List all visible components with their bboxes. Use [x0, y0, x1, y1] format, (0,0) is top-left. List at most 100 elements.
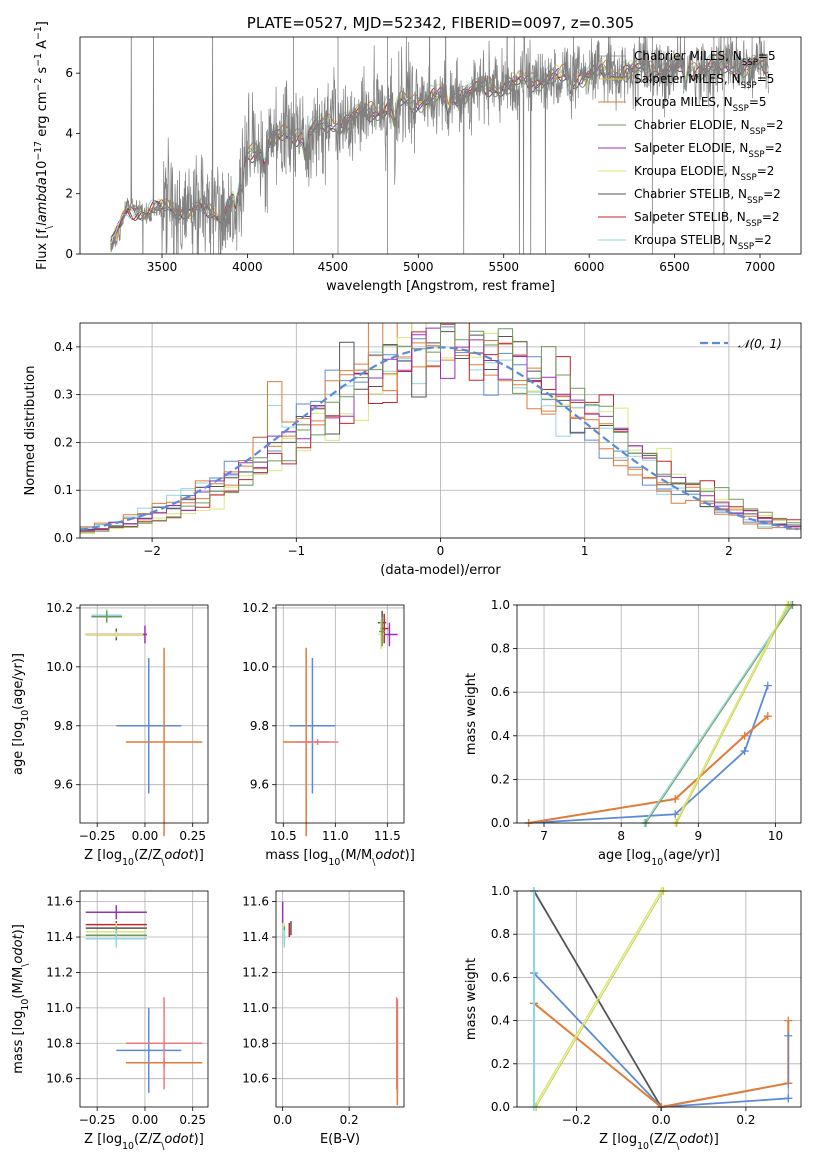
x-axis-label: Z [log10(Z/Z\odot)] — [84, 848, 204, 868]
y-tick-label: 9.6 — [250, 778, 269, 792]
y-axis-label-math: odot — [11, 933, 26, 963]
x-tick-label: −0.25 — [79, 829, 116, 843]
y-tick-label: 10.2 — [46, 601, 73, 615]
error-bar-point — [85, 631, 147, 638]
x-axis-label-math: odot — [375, 848, 405, 863]
y-tick-label: 9.8 — [54, 719, 73, 733]
x-tick-label: 0.0 — [652, 1113, 671, 1127]
y-axis-label-script: −17 — [33, 141, 44, 161]
y-tick-label: 0.2 — [54, 435, 73, 449]
x-axis-label-part: E(B-V) — [320, 1132, 360, 1147]
residual-histogram — [80, 323, 801, 534]
weight-marker — [763, 681, 772, 690]
x-tick-label: 6500 — [659, 260, 690, 274]
error-bar-point — [143, 625, 147, 644]
y-axis-label: mass weight — [464, 673, 479, 755]
weight-line — [643, 604, 792, 824]
legend-label: Kroupa STELIB, NSSP=2 — [634, 233, 772, 252]
legend-label-part: =5 — [749, 95, 767, 109]
legend-label-script: SSP — [746, 219, 762, 229]
y-tick-label: 11.6 — [242, 895, 269, 909]
error-bar-point — [116, 1007, 182, 1093]
legend-label: Chabrier STELIB, NSSP=2 — [634, 187, 781, 206]
legend-label: Chabrier ELODIE, NSSP=2 — [634, 118, 783, 137]
x-tick-label: 0.00 — [132, 1113, 159, 1127]
y-tick-label: 11.2 — [242, 965, 269, 979]
y-tick-label: 2 — [65, 187, 73, 201]
y-tick-label: 11.4 — [46, 930, 73, 944]
y-axis-label-part: 10 — [35, 161, 50, 178]
y-tick-label: 10.6 — [46, 1072, 73, 1086]
x-axis-label: Z [log10(Z/Z\odot)] — [599, 1132, 719, 1152]
y-tick-label: 4 — [65, 126, 73, 140]
axes-frame — [275, 604, 405, 824]
y-axis-label: mass weight — [464, 958, 479, 1040]
x-axis-label: Z [log10(Z/Z\odot)] — [84, 1132, 204, 1152]
x-tick-label: 5500 — [488, 260, 519, 274]
y-tick-label: 0.4 — [491, 729, 510, 743]
y-tick-label: 11.2 — [46, 965, 73, 979]
x-tick-label: 0 — [437, 544, 445, 558]
weight-line — [535, 890, 664, 1108]
x-tick-label: 3500 — [147, 260, 178, 274]
y-tick-label: 10.0 — [46, 660, 73, 674]
weight-line — [674, 604, 788, 824]
x-axis-label-script: 10 — [328, 857, 340, 868]
y-tick-label: 0.6 — [491, 970, 510, 984]
x-axis-label-part: wavelength [Angstrom, rest frame] — [326, 279, 555, 294]
axes-frame — [516, 890, 802, 1108]
weight-marker — [784, 1016, 793, 1025]
x-tick-label: 4000 — [232, 260, 263, 274]
error-bar-point — [377, 619, 385, 650]
y-tick-label: 0 — [65, 247, 73, 261]
weight-marker — [763, 712, 772, 721]
y-axis-label-script: 10 — [20, 999, 31, 1011]
y-axis-label-part: A — [35, 40, 50, 53]
y-axis-label: Flux [f\lambda10−17 erg cm−2 s−1 A−1] — [33, 21, 55, 270]
chart-title: PLATE=0527, MJD=52342, FIBERID=0097, z=0… — [247, 14, 634, 32]
legend-label-part: =2 — [765, 141, 783, 155]
y-tick-label: 10.2 — [242, 601, 269, 615]
y-tick-label: 10.8 — [46, 1036, 73, 1050]
y-tick-label: 11.6 — [46, 895, 73, 909]
axes-5: −0.25 0.00 0.25 10.6 10.8 11.0 11.2 11.4 11.6 Z [… — [11, 890, 209, 1152]
weight-line — [528, 715, 769, 824]
y-tick-label: 11.0 — [46, 1001, 73, 1015]
x-tick-label: 0.2 — [736, 1113, 755, 1127]
x-axis-label-part: (Z/Z — [649, 1132, 676, 1147]
error-bar-point — [289, 658, 336, 794]
legend-label-script: SSP — [738, 242, 754, 252]
axes-6: 0.0 0.2 10.6 10.8 11.0 11.2 11.4 11.6 E(B-V) — [242, 890, 405, 1147]
y-axis-label-part: mass [log — [11, 1011, 26, 1074]
weight-line — [528, 685, 769, 824]
y-tick-label: 0.1 — [54, 483, 73, 497]
x-tick-label: 7000 — [745, 260, 776, 274]
x-tick-label: 10.5 — [270, 829, 297, 843]
legend-label-part: =2 — [754, 233, 772, 247]
x-tick-label: −0.25 — [79, 1113, 116, 1127]
y-axis-label-script: −1 — [33, 53, 44, 67]
weight-marker — [740, 747, 749, 756]
legend-label-part: =2 — [766, 118, 784, 132]
y-tick-label: 9.8 — [250, 719, 269, 733]
x-tick-label: −1 — [287, 544, 305, 558]
x-axis-label: (data-model)/error — [380, 563, 501, 578]
x-axis-label-script: \ — [676, 1141, 680, 1152]
error-bar-point — [85, 905, 147, 920]
x-axis-label: E(B-V) — [320, 1132, 360, 1147]
y-tick-label: 0.8 — [491, 927, 510, 941]
legend-label-part: =2 — [763, 187, 781, 201]
legend-label-script: SSP — [742, 58, 758, 68]
axes-7: −0.2 0.0 0.2 0.0 0.2 0.4 0.6 0.8 1.0 Z [log10(Z/Z… — [464, 884, 802, 1152]
x-tick-label: −0.2 — [562, 1113, 591, 1127]
y-axis-label: Normed distribution — [23, 366, 38, 496]
gaussian-curve — [80, 346, 799, 531]
x-axis-label-part: )] — [709, 1132, 719, 1147]
weight-marker — [784, 1031, 793, 1040]
x-axis-label-part: )] — [194, 1132, 204, 1147]
y-axis-label: mass [log10(M/M\odot)] — [11, 924, 31, 1074]
x-tick-label: 6000 — [574, 260, 605, 274]
axes-frame — [79, 890, 209, 1108]
x-axis-label-script: 10 — [637, 1141, 649, 1152]
